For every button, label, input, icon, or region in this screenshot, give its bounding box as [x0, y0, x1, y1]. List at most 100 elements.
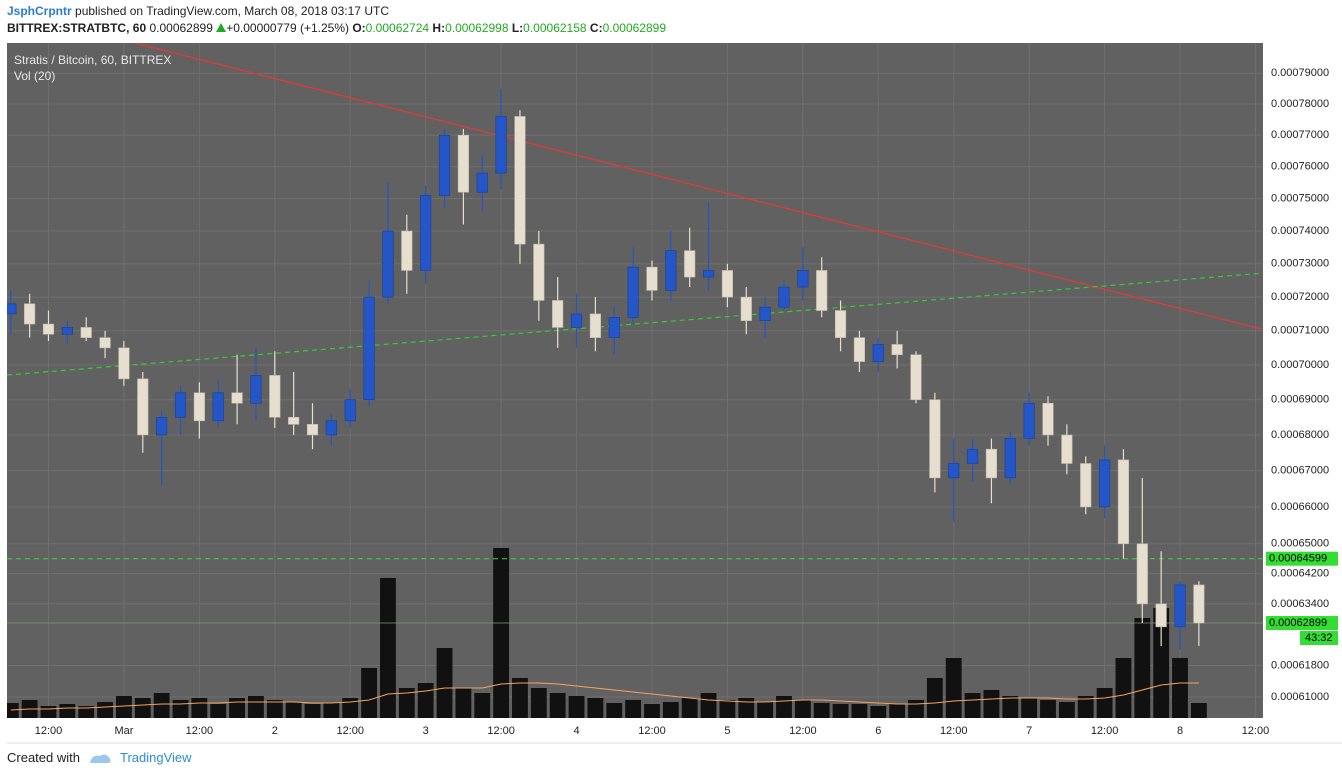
- candle-body: [325, 420, 337, 436]
- candle-body: [363, 296, 375, 401]
- volume-bar: [134, 698, 151, 718]
- volume-bar: [549, 693, 566, 718]
- volume-bar: [1115, 658, 1132, 718]
- volume-bar: [832, 704, 849, 718]
- price-tag: [1266, 551, 1338, 566]
- volume-bar: [474, 693, 491, 718]
- change: +0.00000779 (+1.25%): [226, 21, 349, 35]
- volume-bar: [568, 696, 585, 718]
- legend: Stratis / Bitcoin, 60, BITTREX: [14, 53, 171, 67]
- x-tick-label: 12:00: [638, 725, 666, 737]
- volume-bar: [248, 696, 264, 718]
- candle-body: [1042, 402, 1054, 436]
- candle-body: [99, 337, 111, 349]
- open-label: O:: [352, 21, 366, 35]
- volume-bar: [926, 678, 943, 718]
- candle-body: [665, 250, 677, 291]
- volume-bar: [794, 700, 811, 718]
- volume-bar: [662, 702, 679, 718]
- candle-body: [891, 344, 903, 356]
- volume-bar: [116, 696, 132, 718]
- volume-bar: [851, 704, 868, 718]
- volume-bar: [97, 702, 113, 718]
- x-tick-label: 7: [1026, 725, 1032, 737]
- y-tick-label: 0.00076000: [1271, 161, 1329, 173]
- candle-body: [156, 416, 168, 436]
- y-tick-label: 0.00073000: [1271, 258, 1329, 270]
- x-tick-label: 5: [724, 725, 730, 737]
- candle-body: [401, 230, 413, 271]
- y-tick-label: 0.00065000: [1271, 538, 1329, 550]
- candle-body: [1117, 459, 1130, 545]
- candle-body: [966, 448, 979, 464]
- volume-bar: [7, 703, 19, 718]
- volume-bar: [512, 678, 528, 718]
- candle-body: [193, 392, 205, 422]
- candle-body: [1193, 584, 1205, 624]
- x-tick-label: 12:00: [487, 725, 515, 737]
- price-tag-label: 0.00064599: [1269, 553, 1327, 565]
- y-tick-label: 0.00079000: [1271, 67, 1329, 79]
- candle-body: [24, 303, 36, 325]
- volume-bar: [719, 700, 736, 718]
- volume-bar: [153, 693, 170, 718]
- y-tick-label: 0.00064200: [1271, 568, 1329, 580]
- volume-bar: [606, 703, 623, 718]
- open: 0.00062724: [365, 21, 430, 35]
- up-arrow: [216, 23, 227, 32]
- x-tick-label: 12:00: [940, 725, 968, 737]
- volume-bar: [1134, 618, 1151, 718]
- volume-bar: [323, 703, 340, 718]
- y-tick-label: 0.00069000: [1271, 394, 1329, 406]
- y-tick-label: 0.00070000: [1271, 359, 1329, 371]
- volume-bar: [398, 688, 415, 718]
- candle-body: [910, 354, 922, 401]
- candle-body: [985, 448, 998, 479]
- author[interactable]: JsphCrpntr: [7, 4, 72, 18]
- trendline: [134, 43, 1263, 331]
- candle-body: [1061, 434, 1073, 464]
- candle-body: [476, 172, 488, 193]
- candle-body: [306, 424, 319, 436]
- low: 0.00062158: [523, 21, 587, 35]
- candle-body: [61, 327, 73, 335]
- volume-bar: [1021, 698, 1038, 718]
- brand[interactable]: TradingView: [119, 750, 192, 765]
- candle-body: [834, 310, 847, 338]
- trendline: [7, 272, 1263, 376]
- created-with: Created with: [7, 750, 80, 765]
- candle-body: [438, 134, 451, 196]
- candle-body: [250, 375, 262, 404]
- last-price-label: 0.00062899: [1269, 617, 1327, 629]
- y-tick-label: 0.00074000: [1271, 225, 1329, 237]
- last: 0.00062899: [149, 21, 213, 35]
- candle-body: [929, 399, 941, 479]
- close-label: C:: [589, 21, 603, 35]
- volume-bar: [587, 698, 604, 718]
- candle-body: [420, 195, 432, 271]
- volume-bar: [1172, 658, 1188, 718]
- volume-bar: [1058, 702, 1075, 718]
- volume-bar: [172, 700, 189, 718]
- volume-bar: [757, 702, 774, 718]
- candle-body: [7, 303, 17, 315]
- volume-legend: Vol (20): [14, 69, 55, 83]
- volume-bar: [1002, 696, 1019, 718]
- logo: [89, 754, 111, 763]
- header: JsphCrpntr published on TradingView.com,…: [7, 3, 666, 37]
- low-label: L:: [511, 21, 524, 35]
- candle-body: [231, 392, 243, 404]
- candle-body: [797, 270, 809, 288]
- candle-body: [646, 266, 658, 291]
- volume-bar: [908, 700, 924, 718]
- volume-bar: [304, 704, 321, 718]
- candle-body: [42, 323, 55, 335]
- candle-body: [457, 134, 469, 193]
- y-tick-label: 0.00063400: [1271, 598, 1329, 610]
- x-tick-label: 3: [423, 725, 429, 737]
- y-tick-label: 0.00061000: [1271, 691, 1329, 703]
- candle-body: [1023, 402, 1035, 439]
- x-tick-label: Mar: [114, 725, 133, 737]
- y-tick-label: 0.00068000: [1271, 429, 1329, 441]
